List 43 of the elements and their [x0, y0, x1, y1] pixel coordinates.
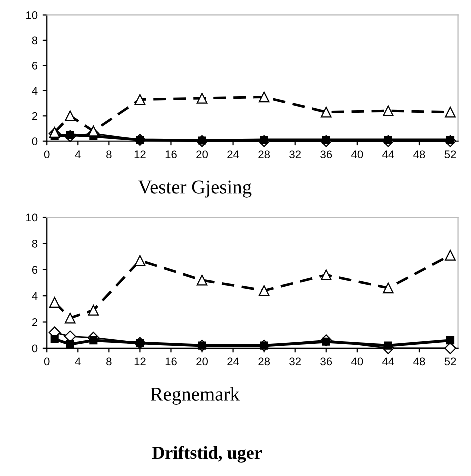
x-tick-label: 52 — [444, 150, 456, 159]
x-tick-label: 4 — [75, 150, 81, 158]
x-tick-label: 12 — [134, 358, 146, 366]
y-tick-label: 4 — [32, 87, 38, 95]
x-tick-label: 44 — [382, 358, 394, 366]
x-tick-label: 40 — [352, 150, 364, 159]
x-tick-label: 20 — [196, 358, 208, 366]
x-tick-label: 16 — [166, 150, 177, 159]
x-tick-label: 44 — [382, 150, 394, 158]
x-tick-label: 0 — [44, 150, 50, 159]
x-tick-label: 32 — [290, 358, 301, 366]
y-tick-label: 10 — [26, 214, 38, 222]
x-tick-label: 0 — [44, 358, 50, 366]
y-tick-label: 0 — [32, 344, 38, 353]
x-axis-title: Vester Gjesing — [138, 180, 252, 198]
x-tick-label: 24 — [228, 150, 240, 158]
x-tick-label: 40 — [352, 358, 364, 366]
y-tick-label: 2 — [32, 318, 38, 326]
x-tick-label: 4 — [75, 358, 81, 366]
y-tick-label: 6 — [32, 266, 38, 274]
y-tick-label: 6 — [32, 62, 38, 70]
x-tick-label: 36 — [320, 358, 332, 366]
y-tick-label: 10 — [26, 12, 38, 20]
y-tick-label: 2 — [32, 112, 38, 120]
x-tick-label: 8 — [106, 358, 112, 366]
x-tick-label: 48 — [414, 150, 426, 159]
x-tick-label: 52 — [444, 358, 456, 366]
x-tick-label: 48 — [414, 358, 426, 366]
x-tick-label: 24 — [228, 358, 240, 366]
x-axis-title: Regnemark — [150, 387, 240, 405]
x-tick-label: 20 — [196, 150, 208, 159]
x-tick-label: 28 — [258, 358, 270, 366]
y-tick-label: 8 — [32, 240, 38, 248]
y-tick-label: 4 — [32, 292, 38, 300]
x-tick-label: 32 — [290, 150, 301, 159]
x-tick-label: 8 — [106, 150, 112, 159]
y-tick-label: 0 — [32, 138, 38, 146]
x-tick-label: 36 — [320, 150, 332, 159]
x-tick-label: 28 — [258, 150, 270, 159]
text: Driftstid, uger — [152, 446, 262, 463]
x-tick-label: 12 — [134, 150, 146, 158]
x-tick-label: 16 — [166, 358, 177, 366]
y-tick-label: 8 — [32, 36, 38, 45]
